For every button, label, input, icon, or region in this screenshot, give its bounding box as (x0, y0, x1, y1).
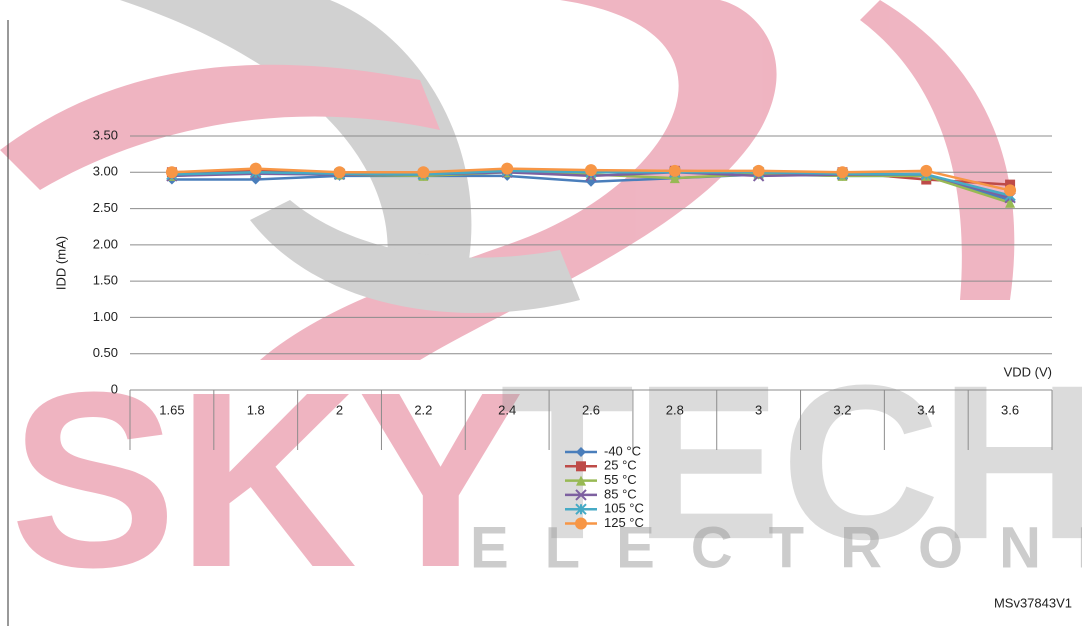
legend-label: 85 °C (604, 486, 637, 501)
y-tick-label: 0 (111, 381, 118, 396)
watermark-text: SKY (10, 340, 524, 619)
legend-label: 55 °C (604, 472, 637, 487)
marker (501, 163, 513, 175)
x-tick-label: 2.6 (582, 402, 600, 417)
marker (920, 165, 932, 177)
x-tick-label: 3.2 (833, 402, 851, 417)
x-tick-label: 3.4 (917, 402, 935, 417)
legend-label: -40 °C (604, 443, 641, 458)
marker (669, 165, 681, 177)
x-tick-label: 3.6 (1001, 402, 1019, 417)
marker (1004, 184, 1016, 196)
x-tick-label: 2.2 (414, 402, 432, 417)
x-tick-label: 3 (755, 402, 762, 417)
x-tick-label: 1.8 (247, 402, 265, 417)
watermark-text: ELECTRONIC (470, 515, 1082, 580)
figure-id: MSv37843V1 (994, 595, 1072, 610)
y-axis-label: IDD (mA) (53, 236, 68, 290)
marker (576, 461, 586, 471)
y-tick-label: 1.00 (93, 309, 118, 324)
y-tick-label: 2.00 (93, 236, 118, 251)
marker (250, 163, 262, 175)
marker (166, 166, 178, 178)
legend-label: 125 °C (604, 515, 644, 530)
marker (334, 166, 346, 178)
x-tick-label: 1.65 (159, 402, 184, 417)
x-axis-label: VDD (V) (1004, 364, 1052, 379)
x-tick-label: 2.8 (666, 402, 684, 417)
marker (585, 164, 597, 176)
x-tick-label: 2 (336, 402, 343, 417)
y-tick-label: 3.00 (93, 164, 118, 179)
marker (836, 166, 848, 178)
y-tick-label: 2.50 (93, 200, 118, 215)
legend-label: 25 °C (604, 458, 637, 473)
x-tick-label: 2.4 (498, 402, 516, 417)
marker (417, 166, 429, 178)
marker (753, 165, 765, 177)
y-tick-label: 0.50 (93, 345, 118, 360)
marker (575, 518, 587, 530)
chart: SKY TECH ELECTRONIC IDD (mA) VDD (V) MSv… (0, 0, 1082, 626)
y-tick-label: 1.50 (93, 273, 118, 288)
y-tick-label: 3.50 (93, 127, 118, 142)
legend-label: 105 °C (604, 501, 644, 516)
